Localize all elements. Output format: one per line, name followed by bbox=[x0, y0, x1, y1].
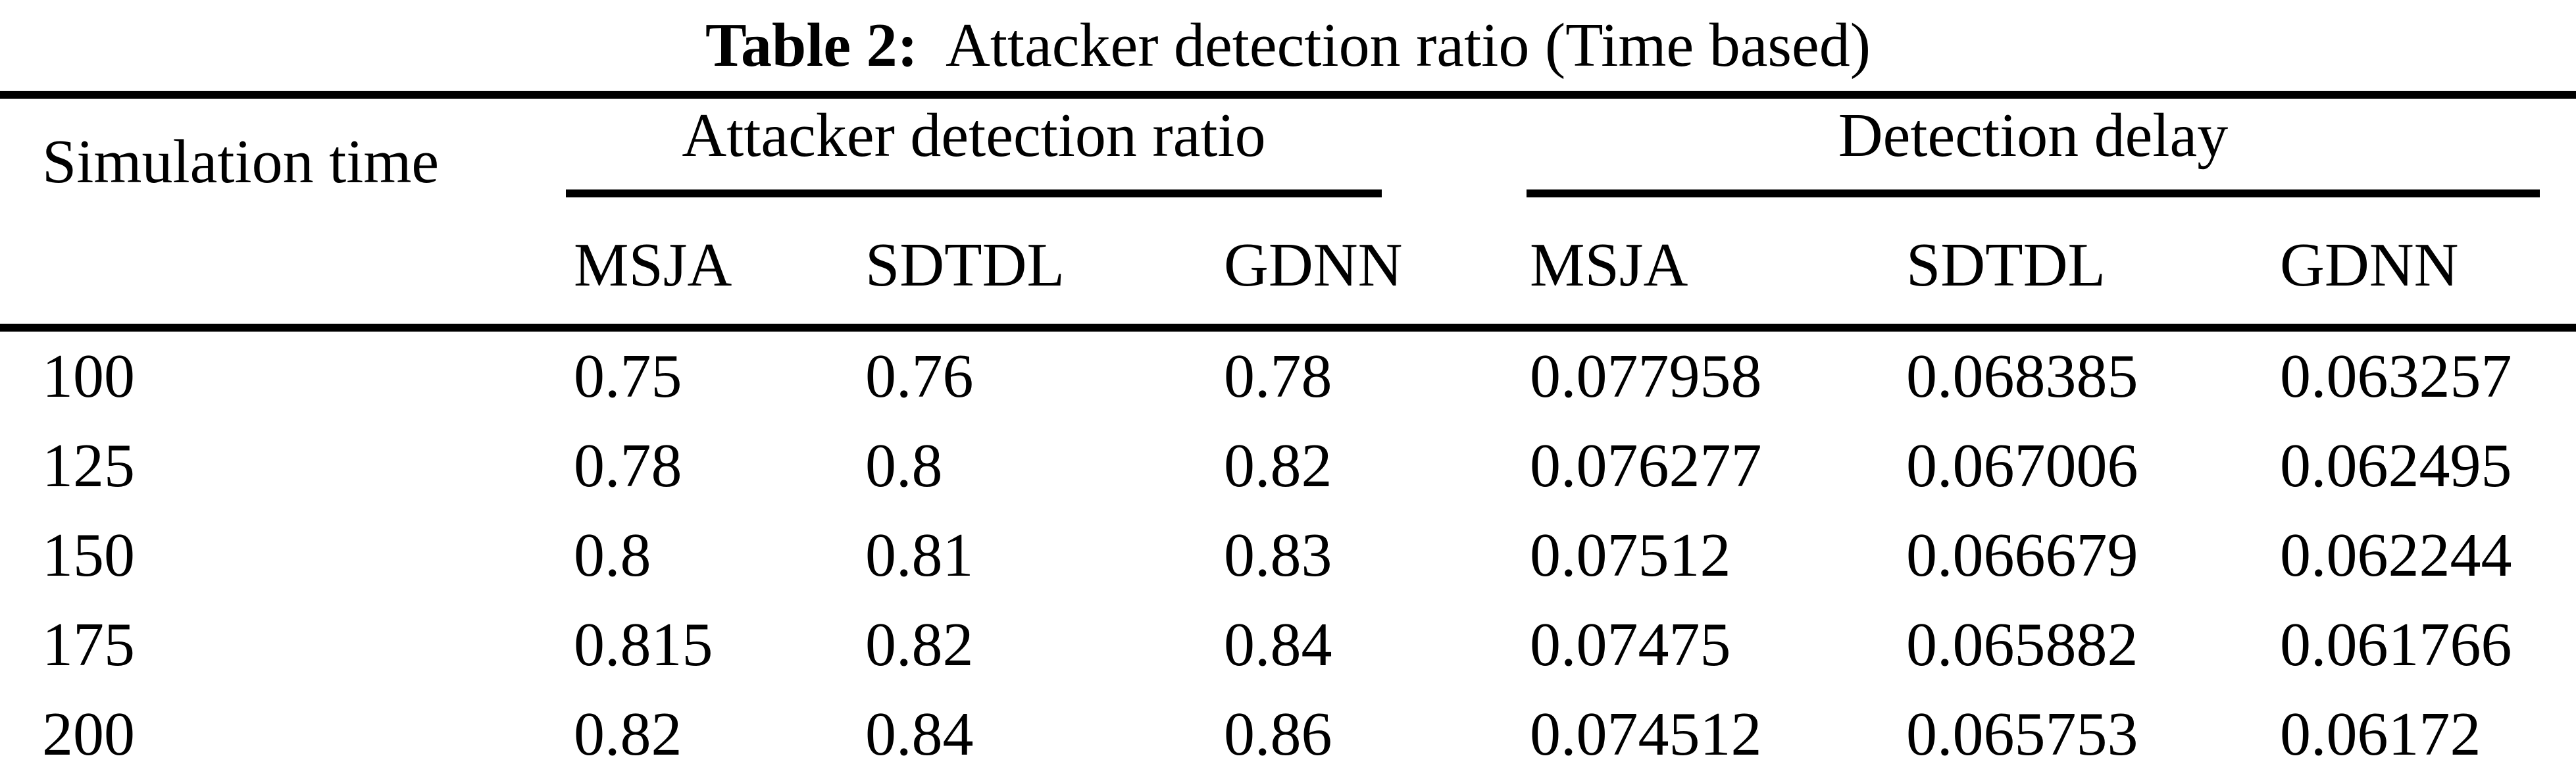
table-row: 100 0.75 0.76 0.78 0.077958 0.068385 0.0… bbox=[0, 328, 2576, 421]
cell-simulation-time: 150 bbox=[42, 521, 135, 590]
group-header-attacker-detection-ratio-label: Attacker detection ratio bbox=[566, 100, 1382, 197]
group-header-attacker-detection-ratio: Attacker detection ratio bbox=[566, 95, 1530, 197]
caption-text: Attacker detection ratio (Time based) bbox=[945, 11, 1871, 80]
cell-simulation-time: 125 bbox=[42, 432, 135, 500]
cell-ratio-sdtdl: 0.81 bbox=[865, 521, 974, 590]
sub-header-sdtdl-delay: SDTDL bbox=[1906, 197, 2281, 332]
cell-delay-gdnn: 0.062244 bbox=[2280, 521, 2512, 590]
cell-delay-gdnn: 0.062495 bbox=[2280, 432, 2512, 500]
table-row: 150 0.8 0.81 0.83 0.07512 0.066679 0.062… bbox=[0, 511, 2576, 600]
cell-ratio-msja: 0.75 bbox=[574, 342, 682, 411]
cell-delay-msja: 0.077958 bbox=[1530, 342, 1762, 411]
cell-delay-msja: 0.07475 bbox=[1530, 611, 1731, 679]
cell-ratio-gdnn: 0.86 bbox=[1224, 700, 1332, 768]
cell-delay-msja: 0.074512 bbox=[1530, 700, 1762, 768]
cell-delay-sdtdl: 0.065882 bbox=[1906, 611, 2138, 679]
cell-simulation-time: 175 bbox=[42, 611, 135, 679]
sub-header-sdtdl-ratio: SDTDL bbox=[865, 197, 1224, 332]
cell-delay-sdtdl: 0.067006 bbox=[1906, 432, 2138, 500]
table-row: 125 0.78 0.8 0.82 0.076277 0.067006 0.06… bbox=[0, 421, 2576, 511]
cell-delay-sdtdl: 0.068385 bbox=[1906, 342, 2138, 411]
cell-delay-gdnn: 0.063257 bbox=[2280, 342, 2512, 411]
cell-delay-gdnn: 0.06172 bbox=[2280, 700, 2481, 768]
table-caption: Table 2: Attacker detection ratio (Time … bbox=[0, 0, 2576, 91]
data-table: Simulation time Attacker detection ratio… bbox=[0, 91, 2576, 779]
sub-header-gdnn-ratio: GDNN bbox=[1224, 197, 1530, 332]
cell-delay-sdtdl: 0.066679 bbox=[1906, 521, 2138, 590]
cell-ratio-gdnn: 0.84 bbox=[1224, 611, 1332, 679]
group-header-detection-delay-label: Detection delay bbox=[1527, 100, 2540, 197]
cell-simulation-time: 200 bbox=[42, 700, 135, 768]
cell-ratio-sdtdl: 0.8 bbox=[865, 432, 943, 500]
cell-ratio-gdnn: 0.82 bbox=[1224, 432, 1332, 500]
cell-simulation-time: 100 bbox=[42, 342, 135, 411]
sub-header-row: MSJA SDTDL GDNN MSJA SDTDL GDNN bbox=[0, 197, 2576, 332]
cell-ratio-msja: 0.78 bbox=[574, 432, 682, 500]
cell-ratio-gdnn: 0.78 bbox=[1224, 342, 1332, 411]
caption-label: Table 2: bbox=[705, 11, 918, 80]
cell-delay-msja: 0.07512 bbox=[1530, 521, 1731, 590]
sub-header-msja-ratio: MSJA bbox=[574, 197, 865, 332]
cell-ratio-msja: 0.82 bbox=[574, 700, 682, 768]
group-header-detection-delay: Detection delay bbox=[1527, 95, 2576, 197]
sub-header-msja-delay: MSJA bbox=[1530, 197, 1907, 332]
col-header-simulation-time: Simulation time bbox=[0, 95, 574, 332]
cell-ratio-msja: 0.815 bbox=[574, 611, 713, 679]
cell-delay-gdnn: 0.061766 bbox=[2280, 611, 2512, 679]
cell-ratio-msja: 0.8 bbox=[574, 521, 651, 590]
cell-delay-sdtdl: 0.065753 bbox=[1906, 700, 2138, 768]
cell-delay-msja: 0.076277 bbox=[1530, 432, 1762, 500]
cell-ratio-sdtdl: 0.76 bbox=[865, 342, 974, 411]
table-row: 200 0.82 0.84 0.86 0.074512 0.065753 0.0… bbox=[0, 690, 2576, 779]
group-header-row: Simulation time Attacker detection ratio… bbox=[0, 95, 2576, 332]
sub-header-gdnn-delay: GDNN bbox=[2280, 197, 2576, 332]
cell-ratio-sdtdl: 0.82 bbox=[865, 611, 974, 679]
cell-ratio-sdtdl: 0.84 bbox=[865, 700, 974, 768]
table-row: 175 0.815 0.82 0.84 0.07475 0.065882 0.0… bbox=[0, 600, 2576, 690]
cell-ratio-gdnn: 0.83 bbox=[1224, 521, 1332, 590]
